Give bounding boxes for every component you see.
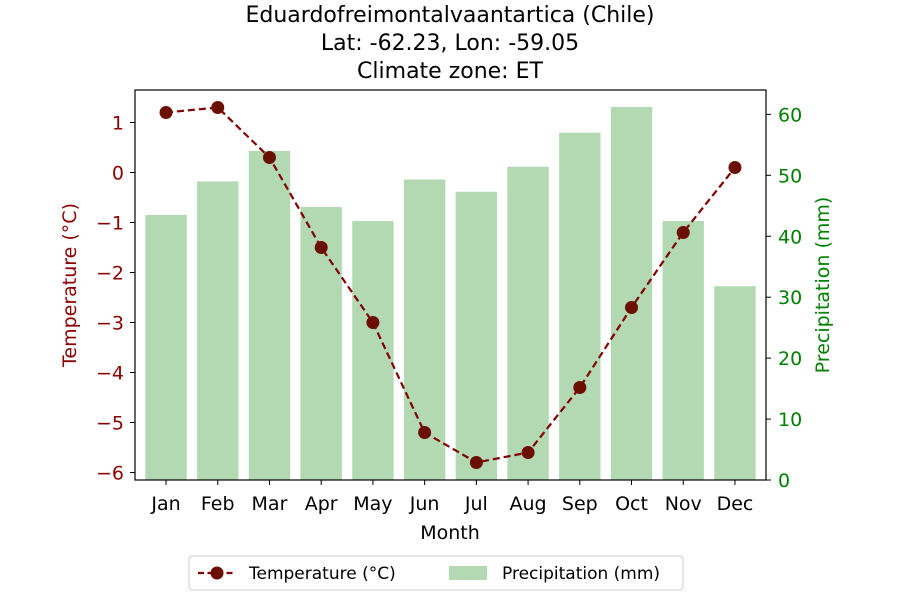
- x-tick-label: Jan: [150, 493, 180, 515]
- x-tick-label: Nov: [665, 493, 702, 515]
- temperature-point-sep: [573, 381, 587, 394]
- precipitation-bar-dec: [714, 286, 756, 480]
- precipitation-bar-aug: [507, 166, 549, 480]
- precipitation-bar-sep: [559, 132, 601, 480]
- temperature-point-dec: [728, 161, 742, 174]
- right-y-axis: 0 10 20 30 40 50 60: [766, 104, 802, 492]
- left-y-tick-label: −6: [96, 463, 124, 485]
- left-y-tick-label: −1: [96, 213, 124, 235]
- precipitation-bars: [145, 107, 756, 480]
- right-y-tick-label: 40: [778, 226, 802, 248]
- right-y-tick-label: 30: [778, 287, 802, 309]
- legend: Temperature (°C) Precipitation (mm): [188, 555, 684, 591]
- x-tick-label: Jul: [464, 493, 488, 515]
- x-tick-label: Apr: [305, 493, 338, 515]
- temperature-point-apr: [314, 241, 328, 254]
- temperature-point-nov: [676, 226, 690, 239]
- temperature-point-mar: [262, 151, 276, 164]
- temperature-point-feb: [211, 101, 225, 114]
- legend-precipitation-swatch: [449, 566, 487, 580]
- right-y-axis-label: Precipitation (mm): [812, 197, 834, 374]
- right-y-tick-label: 0: [778, 470, 790, 492]
- left-y-axis: 1 0 −1 −2 −3 −4 −5 −6: [96, 113, 135, 485]
- x-tick-label: Dec: [717, 493, 754, 515]
- legend-box: [188, 555, 684, 591]
- temperature-point-jun: [418, 426, 432, 439]
- x-tick-label: Sep: [562, 493, 598, 515]
- temperature-line-path: [165, 106, 736, 464]
- temperature-point-may: [366, 316, 380, 329]
- precipitation-bar-jul: [455, 191, 498, 480]
- left-y-axis-label: Temperature (°C): [59, 203, 81, 368]
- plot-frame: [134, 89, 767, 481]
- precipitation-bar-mar: [248, 150, 291, 480]
- left-y-tick-label: 1: [112, 113, 124, 135]
- right-y-tick-label: 60: [778, 104, 802, 126]
- temperature-point-aug: [521, 446, 535, 459]
- right-y-tick-label: 20: [778, 348, 802, 370]
- left-y-tick-label: −3: [96, 313, 124, 335]
- x-tick-label: Jun: [409, 493, 440, 515]
- left-y-tick-label: −5: [96, 413, 124, 435]
- temperature-point-jul: [469, 456, 483, 469]
- right-y-tick-label: 10: [778, 409, 802, 431]
- chart-title-line-1: Eduardofreimontalvaantartica (Chile): [246, 3, 655, 28]
- precipitation-bar-oct: [610, 107, 653, 480]
- temperature-point-jan: [159, 106, 173, 119]
- legend-temperature-marker: [210, 566, 224, 580]
- temperature-point-oct: [625, 301, 639, 314]
- left-y-tick-label: −2: [96, 263, 124, 285]
- x-tick-label: Oct: [615, 493, 648, 515]
- precipitation-bar-jan: [145, 214, 187, 480]
- legend-precipitation-label: Precipitation (mm): [502, 564, 660, 584]
- chart-title-line-3: Climate zone: ET: [357, 59, 543, 84]
- x-tick-label: Feb: [201, 493, 235, 515]
- x-axis: Jan Feb Mar Apr May Jun Jul Aug Sep Oct Nov Dec: [150, 480, 753, 515]
- temperature-line: [159, 101, 742, 469]
- precipitation-bar-feb: [197, 181, 239, 480]
- legend-temperature-label: Temperature (°C): [248, 564, 396, 584]
- x-tick-label: Mar: [252, 493, 288, 515]
- right-y-tick-label: 50: [778, 165, 802, 187]
- left-y-tick-label: −4: [96, 363, 124, 385]
- left-y-tick-label: 0: [112, 163, 124, 185]
- chart-title-line-2: Lat: -62.23, Lon: -59.05: [321, 31, 579, 56]
- x-tick-label: May: [353, 493, 392, 515]
- precipitation-bar-may: [352, 221, 394, 480]
- x-axis-label: Month: [420, 522, 480, 544]
- x-tick-label: Aug: [510, 493, 547, 515]
- precipitation-bar-nov: [662, 221, 704, 480]
